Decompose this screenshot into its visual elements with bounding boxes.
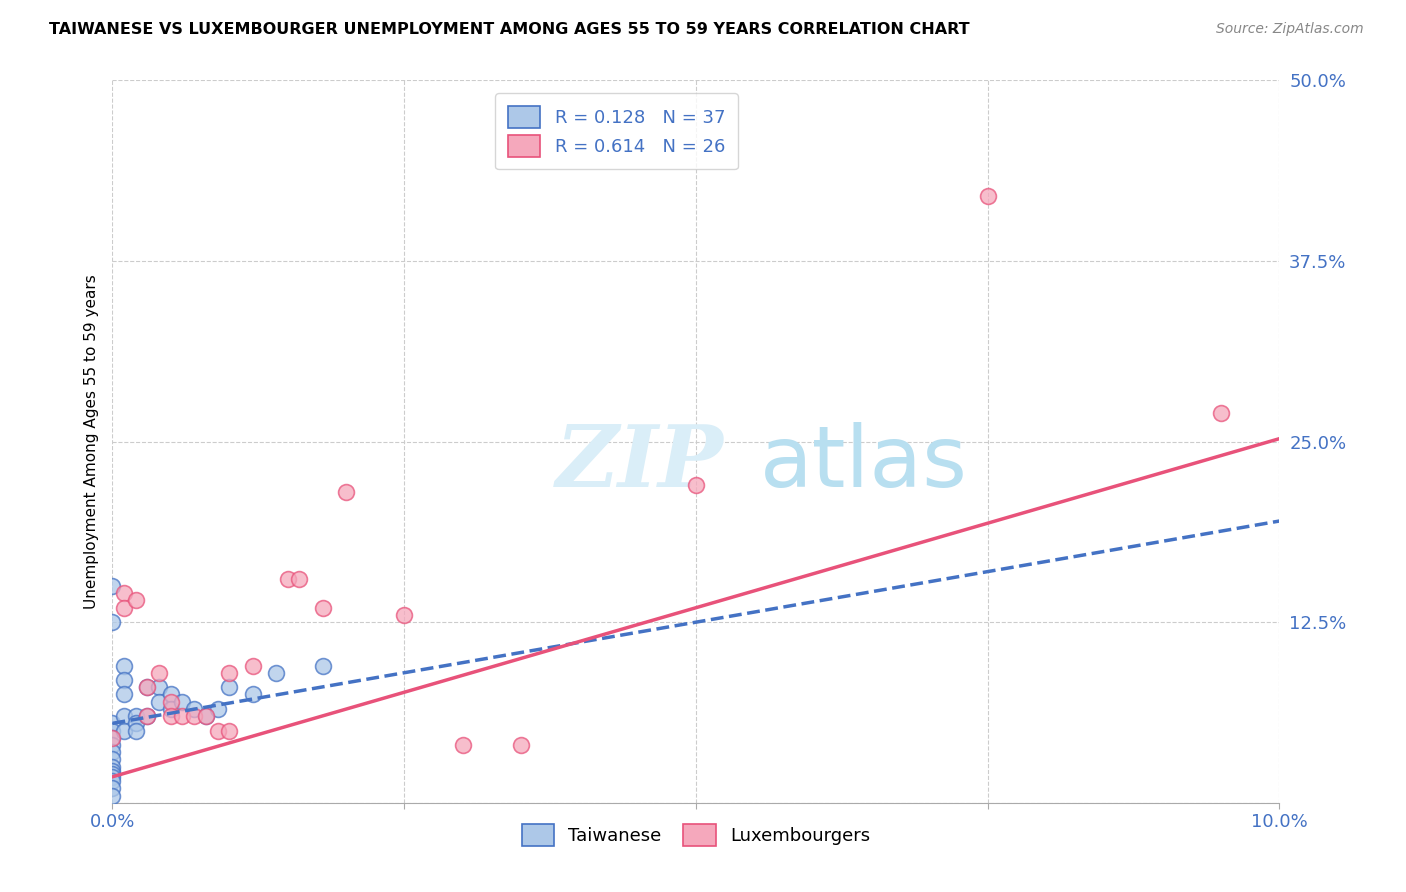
Point	[148, 665, 170, 680]
Point	[509, 738, 531, 752]
Point	[148, 695, 170, 709]
Point	[264, 665, 287, 680]
Point	[112, 658, 135, 673]
Point	[101, 770, 124, 784]
Point	[101, 752, 124, 766]
Point	[311, 658, 333, 673]
Point	[136, 680, 159, 694]
Point	[112, 600, 135, 615]
Y-axis label: Unemployment Among Ages 55 to 59 years: Unemployment Among Ages 55 to 59 years	[83, 274, 98, 609]
Point	[160, 709, 183, 723]
Point	[101, 731, 124, 745]
Point	[125, 593, 148, 607]
Point	[136, 680, 159, 694]
Point	[112, 586, 135, 600]
Point	[183, 702, 205, 716]
Point	[160, 695, 183, 709]
Text: atlas: atlas	[761, 422, 969, 505]
Text: Source: ZipAtlas.com: Source: ZipAtlas.com	[1216, 22, 1364, 37]
Point	[101, 615, 124, 630]
Point	[101, 738, 124, 752]
Point	[218, 665, 240, 680]
Point	[101, 774, 124, 789]
Point	[1209, 406, 1232, 420]
Point	[112, 723, 135, 738]
Point	[101, 723, 124, 738]
Point	[112, 673, 135, 687]
Point	[101, 767, 124, 781]
Point	[112, 687, 135, 701]
Point	[112, 709, 135, 723]
Point	[685, 478, 707, 492]
Point	[160, 702, 183, 716]
Point	[101, 764, 124, 778]
Point	[276, 572, 298, 586]
Point	[242, 687, 264, 701]
Text: TAIWANESE VS LUXEMBOURGER UNEMPLOYMENT AMONG AGES 55 TO 59 YEARS CORRELATION CHA: TAIWANESE VS LUXEMBOURGER UNEMPLOYMENT A…	[49, 22, 970, 37]
Point	[101, 716, 124, 731]
Point	[101, 781, 124, 796]
Point	[136, 709, 159, 723]
Point	[101, 731, 124, 745]
Point	[101, 579, 124, 593]
Legend: Taiwanese, Luxembourgers: Taiwanese, Luxembourgers	[509, 812, 883, 859]
Point	[101, 745, 124, 759]
Point	[207, 702, 229, 716]
Point	[148, 680, 170, 694]
Text: ZIP: ZIP	[555, 421, 724, 505]
Point	[218, 723, 240, 738]
Point	[183, 709, 205, 723]
Point	[172, 709, 194, 723]
Point	[394, 607, 416, 622]
Point	[125, 716, 148, 731]
Point	[125, 709, 148, 723]
Point	[207, 723, 229, 738]
Point	[242, 658, 264, 673]
Point	[218, 680, 240, 694]
Point	[172, 695, 194, 709]
Point	[125, 723, 148, 738]
Point	[194, 709, 217, 723]
Point	[101, 760, 124, 774]
Point	[194, 709, 217, 723]
Point	[160, 687, 183, 701]
Point	[335, 485, 357, 500]
Point	[976, 189, 998, 203]
Point	[451, 738, 474, 752]
Point	[311, 600, 333, 615]
Point	[288, 572, 311, 586]
Point	[136, 709, 159, 723]
Point	[101, 789, 124, 803]
